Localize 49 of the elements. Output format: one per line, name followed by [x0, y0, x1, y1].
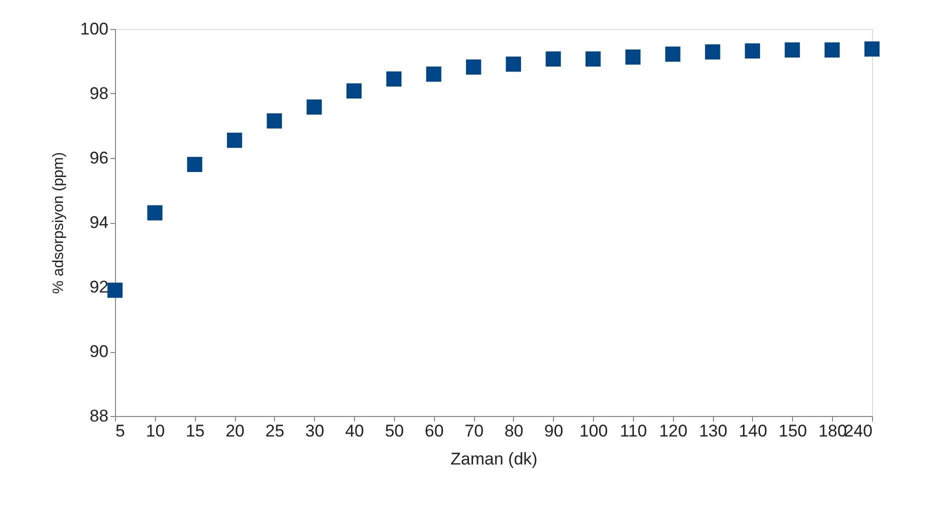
point [386, 71, 402, 87]
x-tick-label: 50 [384, 422, 404, 440]
point [226, 132, 242, 148]
y-tick-label: 90 [90, 342, 108, 361]
x-tick-label: 30 [305, 422, 324, 440]
x-tick-label: 20 [226, 422, 244, 440]
x-tick-label: 150 [778, 422, 808, 440]
point [744, 43, 760, 59]
point [346, 83, 362, 99]
point [506, 56, 522, 72]
x-tick-label: 5 [116, 422, 125, 440]
y-tick-label: 88 [90, 406, 108, 426]
x-tick-label: 80 [504, 422, 524, 440]
x-axis-title: Zaman (dk) [450, 450, 538, 468]
point [586, 51, 601, 67]
y-tick-label: 94 [90, 213, 108, 232]
x-tick-label: 60 [424, 422, 444, 440]
point [546, 51, 561, 67]
x-tick-label: 180 [818, 422, 847, 440]
x-tick-label: 240 [844, 422, 872, 440]
y-axis-title: % adsorpsiyon (ppm) [50, 152, 68, 294]
x-tick-label: 120 [659, 422, 688, 440]
point [665, 46, 680, 62]
x-tick-label: 110 [620, 422, 647, 440]
x-tick-label: 70 [464, 422, 484, 440]
y-tick-label: 96 [90, 148, 108, 168]
x-tick-label: 10 [146, 422, 165, 440]
x-tick-label: 140 [738, 422, 768, 440]
x-tick-label: 40 [345, 422, 364, 440]
x-tick-label: 15 [186, 422, 205, 440]
y-tick-label: 92 [90, 278, 108, 296]
point [864, 41, 880, 57]
point [784, 42, 800, 58]
x-tick-label: 100 [579, 422, 608, 440]
point [107, 282, 123, 298]
point [705, 44, 720, 60]
point [824, 42, 840, 58]
x-tick-label: 130 [698, 422, 728, 440]
x-tick-label: 90 [544, 422, 564, 440]
y-tick-label: 100 [80, 20, 108, 38]
point [147, 205, 162, 220]
point [426, 66, 442, 82]
point [625, 49, 641, 65]
point [466, 59, 482, 75]
point [306, 99, 322, 115]
point [266, 113, 282, 128]
x-tick-label: 25 [265, 422, 284, 440]
point [187, 156, 202, 172]
y-tick-label: 98 [90, 84, 108, 103]
